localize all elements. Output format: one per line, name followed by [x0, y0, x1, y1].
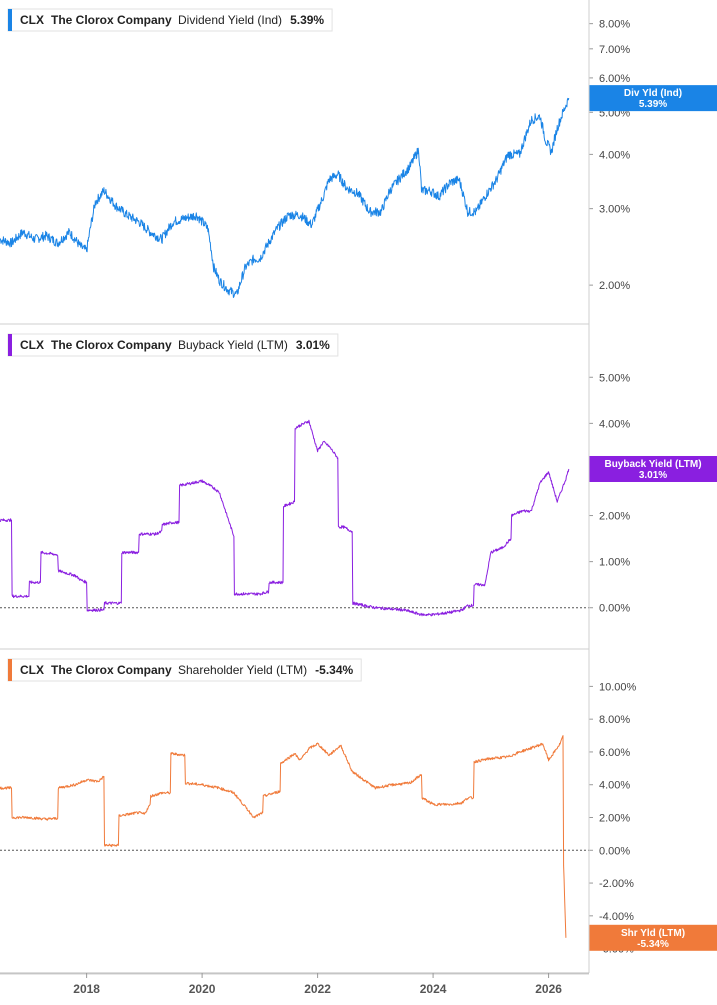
x-tick-label: 2024 [420, 982, 447, 996]
header-company: The Clorox Company [51, 13, 172, 27]
series-color-swatch [8, 334, 12, 356]
series-header: CLX The Clorox Company Shareholder Yield (… [7, 658, 362, 682]
y-tick-label: 4.00% [599, 780, 630, 792]
header-metric: Shareholder Yield (LTM) [178, 663, 307, 677]
header-metric: Buyback Yield (LTM) [178, 338, 288, 352]
header-ticker: CLX [20, 338, 44, 352]
header-company: The Clorox Company [51, 663, 172, 677]
value-tag: Buyback Yield (LTM)3.01% [589, 455, 717, 482]
y-tick-label: 4.00% [599, 149, 630, 161]
y-tick-label: -4.00% [599, 911, 634, 923]
header-company: The Clorox Company [51, 338, 172, 352]
header-value: 5.39% [290, 13, 324, 27]
series-line [0, 97, 570, 298]
value-tag-label: Shr Yld (LTM) [621, 928, 685, 939]
y-tick-label: 2.00% [599, 813, 630, 825]
series-line [0, 735, 567, 938]
y-tick-label: -2.00% [599, 878, 634, 890]
panel-1: 2.00%3.00%4.00%5.00%6.00%7.00%8.00%CLX Th… [0, 8, 717, 325]
value-tag: Shr Yld (LTM)-5.34% [589, 924, 717, 951]
y-tick-label: 8.00% [599, 19, 630, 31]
y-tick-label: 3.00% [599, 204, 630, 216]
y-tick-label: 5.00% [599, 372, 630, 384]
series-line [0, 419, 570, 617]
value-tag-label: Div Yld (Ind) [624, 88, 682, 99]
value-tag-label: Buyback Yield (LTM) [604, 459, 701, 470]
header-value: 3.01% [296, 338, 330, 352]
panel-3: -6.00%-4.00%-2.00%0.00%2.00%4.00%6.00%8.… [0, 658, 717, 975]
x-tick-label: 2026 [535, 982, 562, 996]
value-tag-value: 3.01% [639, 470, 667, 481]
y-tick-label: 1.00% [599, 557, 630, 569]
y-tick-label: 7.00% [599, 44, 630, 56]
y-tick-label: 6.00% [599, 747, 630, 759]
value-tag-bg [589, 924, 717, 951]
y-tick-label: 10.00% [599, 681, 637, 693]
value-tag-value: -5.34% [637, 939, 669, 950]
value-tag-value: 5.39% [639, 99, 667, 110]
header-ticker: CLX [20, 13, 44, 27]
y-tick-label: 0.00% [599, 603, 630, 615]
series-header: CLX The Clorox Company Buyback Yield (LTM)… [7, 333, 339, 357]
x-tick-label: 2020 [189, 982, 216, 996]
y-tick-label: 2.00% [599, 280, 630, 292]
header-ticker: CLX [20, 663, 44, 677]
series-color-swatch [8, 659, 12, 681]
x-tick-label: 2022 [304, 982, 331, 996]
series-color-swatch [8, 9, 12, 31]
value-tag-bg [589, 455, 717, 482]
y-tick-label: 4.00% [599, 418, 630, 430]
x-tick-label: 2018 [73, 982, 100, 996]
y-tick-label: 2.00% [599, 511, 630, 523]
x-axis: 2018 2020 2022 2024 2026 [0, 0, 590, 996]
y-tick-label: 6.00% [599, 73, 630, 85]
value-tag: Div Yld (Ind)5.39% [589, 85, 717, 112]
value-tag-bg [589, 85, 717, 112]
series-header: CLX The Clorox Company Dividend Yield (Ind… [7, 8, 333, 32]
header-metric: Dividend Yield (Ind) [178, 13, 282, 27]
y-tick-label: 0.00% [599, 845, 630, 857]
header-value: -5.34% [315, 663, 353, 677]
y-tick-label: 8.00% [599, 714, 630, 726]
